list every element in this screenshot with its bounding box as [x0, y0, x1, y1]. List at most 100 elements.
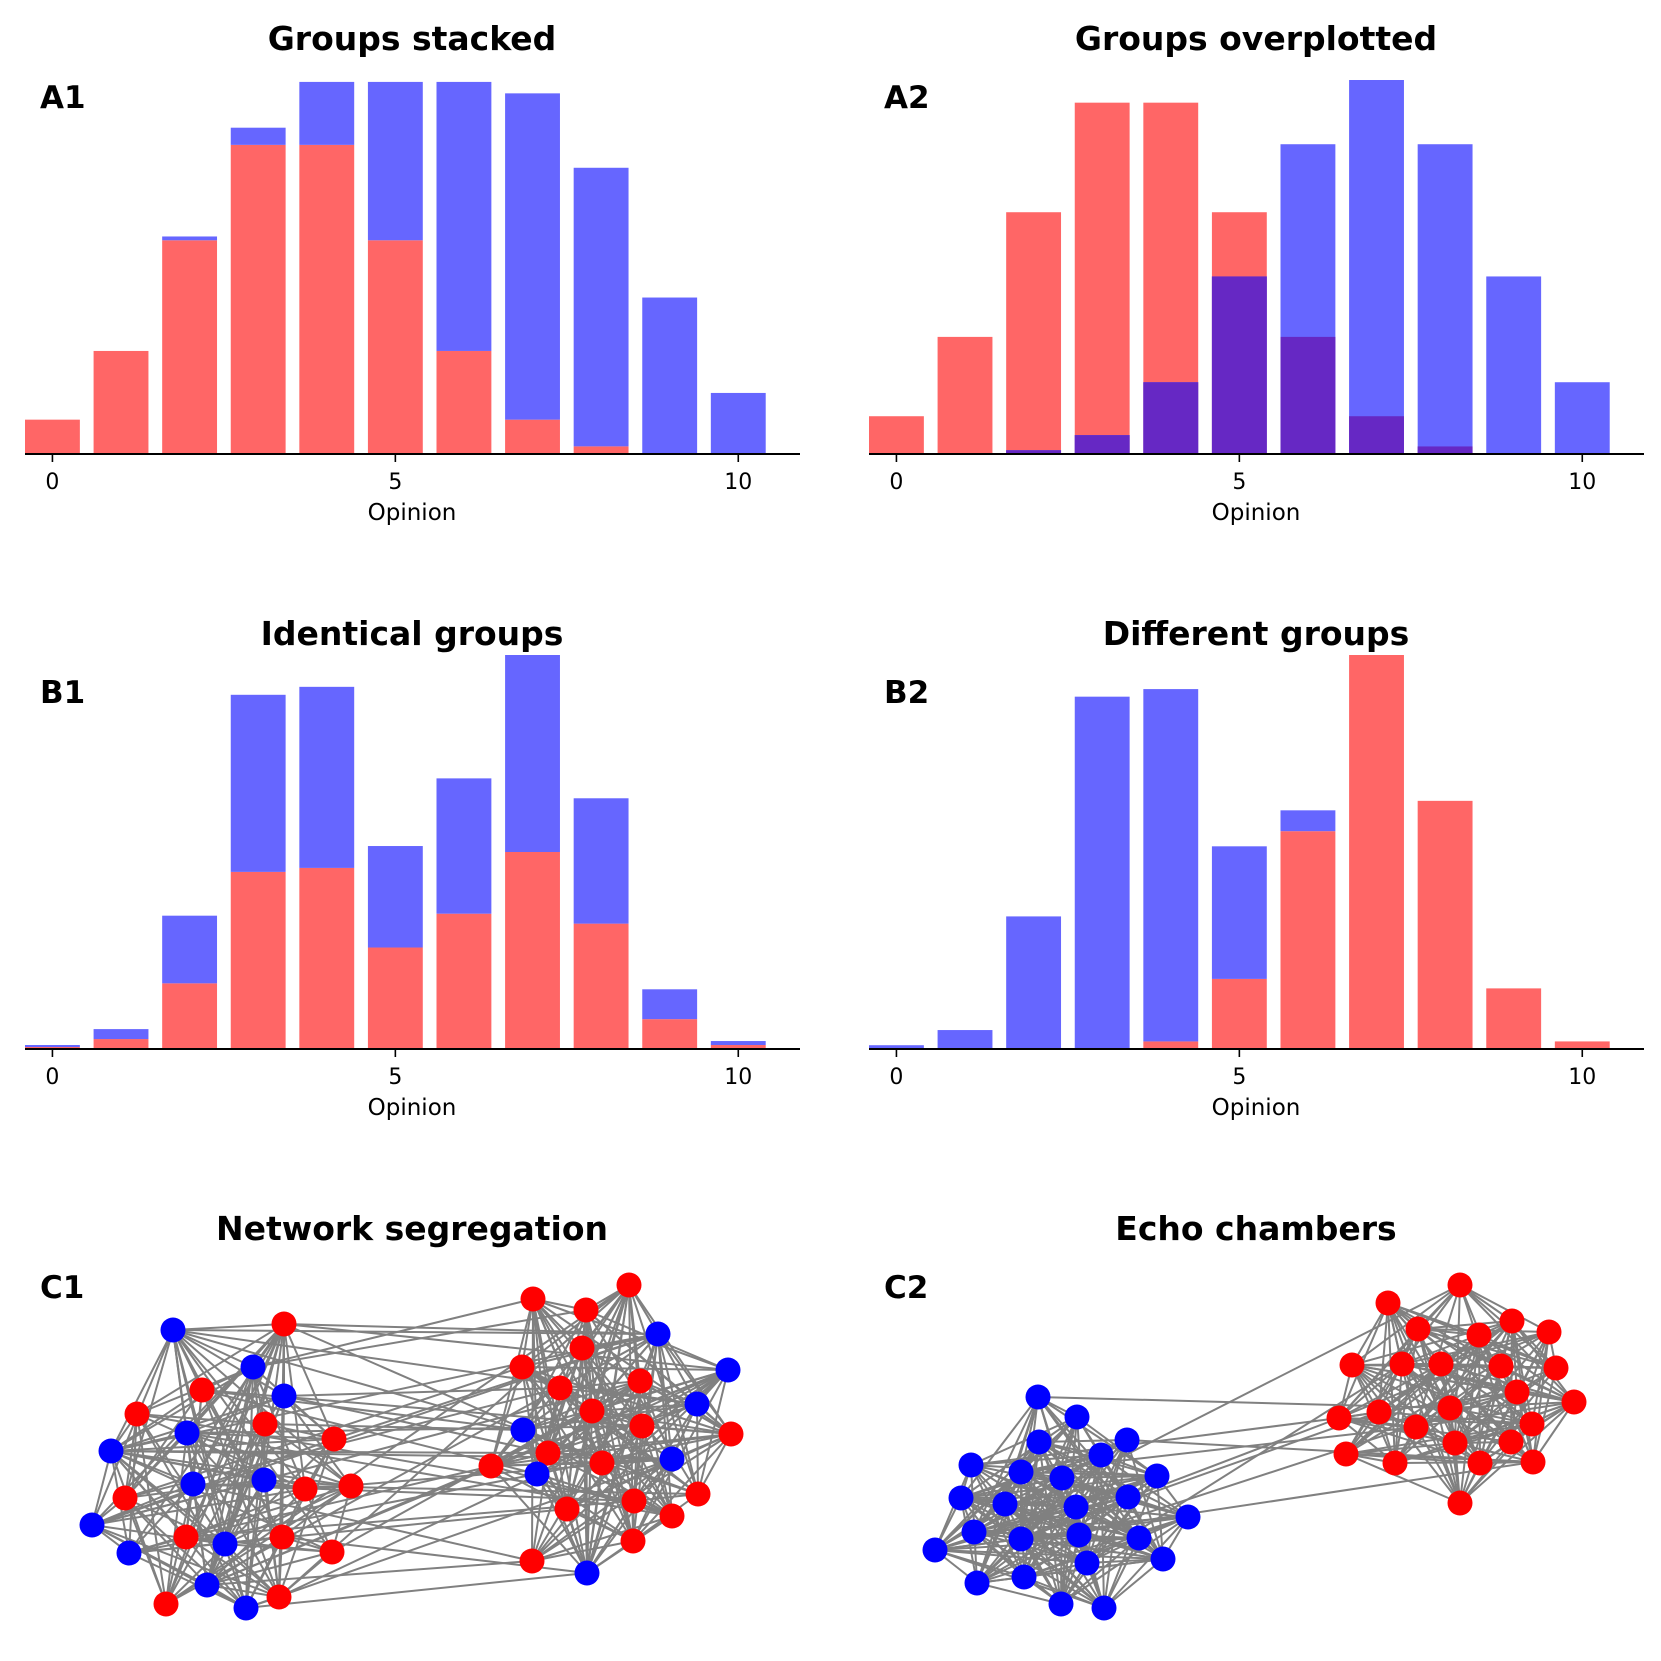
bar-b2-red-9: [1486, 988, 1542, 1049]
edge-c1: [124, 1389, 203, 1499]
node-c1-red: [547, 1375, 573, 1401]
node-c2-red: [1488, 1353, 1514, 1379]
edge-c1: [641, 1425, 732, 1435]
edge-c1: [91, 1488, 306, 1526]
node-c2-red: [1326, 1405, 1352, 1431]
edge-c1: [110, 1450, 673, 1460]
edge-c1: [536, 1433, 732, 1475]
node-c2-blue: [1063, 1494, 1089, 1520]
bar-b1-blue-4: [299, 686, 355, 868]
edge-c1: [172, 1329, 254, 1368]
node-c1-red: [173, 1524, 199, 1550]
node-c2-red: [1405, 1316, 1431, 1342]
node-c2-blue: [964, 1570, 990, 1596]
edge-c1: [532, 1298, 568, 1510]
bar-b1-red-6: [436, 913, 492, 1049]
node-c1-blue: [510, 1417, 536, 1443]
node-c1-red: [292, 1476, 318, 1502]
panel-a1-bars: [25, 81, 766, 454]
panel-a2-letter: A2: [884, 80, 930, 116]
edge-c2: [1345, 1442, 1456, 1455]
node-c2-blue: [1114, 1427, 1140, 1453]
panel-b2-bars: [869, 655, 1610, 1049]
bar-b2-blue-0: [869, 1045, 924, 1049]
edge-c1: [281, 1395, 285, 1538]
node-c1-red: [271, 1311, 297, 1337]
node-c2-blue: [1115, 1484, 1141, 1510]
bar-a2-overlap-8: [1417, 446, 1473, 454]
node-c1-red: [252, 1411, 278, 1437]
bar-a1-blue-5: [367, 81, 423, 241]
edge-c2: [976, 1582, 1062, 1605]
node-c1-red: [509, 1354, 535, 1380]
bar-a1-blue-2: [162, 236, 218, 241]
node-c1-red: [478, 1453, 504, 1479]
node-c2-blue: [1091, 1595, 1117, 1621]
edge-c1: [586, 1500, 635, 1574]
panel-b2: Different groups B2 0 5 10 Opinion: [869, 614, 1644, 1121]
edge-c2: [1415, 1320, 1513, 1428]
panel-a2-bars: [869, 80, 1610, 455]
node-c2-red: [1467, 1450, 1493, 1476]
node-c2-red: [1536, 1319, 1562, 1345]
bar-b2-red-10: [1554, 1041, 1610, 1049]
node-c1-red: [579, 1398, 605, 1424]
node-c1-red: [718, 1421, 744, 1447]
node-c2-blue: [961, 1519, 987, 1545]
node-c2-blue: [992, 1491, 1018, 1517]
edge-c2: [1020, 1538, 1105, 1609]
edge-c1: [110, 1450, 333, 1553]
edge-c1: [522, 1369, 729, 1431]
edge-c1: [536, 1473, 673, 1517]
edge-c2: [960, 1496, 1129, 1499]
panel-c2: Echo chambers C2: [884, 1209, 1587, 1621]
panel-b2-xlabel: Opinion: [1212, 1095, 1301, 1121]
edge-c2: [960, 1396, 1039, 1499]
panel-c2-edges: [934, 1284, 1575, 1609]
edge-c1: [532, 1298, 643, 1427]
node-c1-blue: [98, 1438, 124, 1464]
bar-b1-red-8: [573, 923, 629, 1049]
bar-a1-red-1: [93, 350, 149, 454]
node-c1-blue: [574, 1560, 600, 1586]
bar-b2-blue-4: [1143, 689, 1199, 1042]
panel-a1-letter: A1: [40, 80, 86, 116]
panel-c1-title: Network segregation: [216, 1209, 608, 1248]
node-c1-blue: [645, 1321, 671, 1347]
node-c1-red: [124, 1401, 150, 1427]
tick-label-b1-10: 10: [724, 1065, 752, 1090]
bar-a1-red-7: [505, 419, 560, 454]
edge-c2: [934, 1537, 1140, 1551]
edge-c1: [591, 1410, 732, 1435]
node-c2-blue: [1088, 1442, 1114, 1468]
panel-b1: Identical groups B1 0 5 10 Opinion: [25, 614, 800, 1121]
node-c1-blue: [684, 1391, 710, 1417]
bar-a2-red-2: [1006, 212, 1062, 454]
tick-label-b2-0: 0: [889, 1065, 903, 1090]
edge-c1: [586, 1458, 673, 1574]
edge-c2: [1100, 1454, 1105, 1609]
node-c2-red: [1561, 1389, 1587, 1415]
edge-c2: [1449, 1401, 1575, 1409]
bar-b2-blue-1: [937, 1030, 993, 1049]
edge-c2: [1345, 1363, 1442, 1455]
edge-c1: [283, 1387, 561, 1397]
node-c1-red: [112, 1485, 138, 1511]
edge-c1: [559, 1387, 698, 1405]
edge-c1: [559, 1387, 673, 1517]
edge-c1: [124, 1432, 188, 1499]
node-c2-blue: [1026, 1429, 1052, 1455]
panel-b1-letter: B1: [40, 675, 85, 711]
edge-c1: [586, 1462, 603, 1574]
panel-b2-title: Different groups: [1103, 614, 1410, 653]
edge-c1: [206, 1560, 533, 1586]
bar-a1-blue-6: [436, 81, 492, 351]
edge-c1: [201, 1389, 524, 1431]
edge-c1: [522, 1429, 588, 1574]
node-c1-blue: [160, 1317, 186, 1343]
node-c2-red: [1466, 1322, 1492, 1348]
edge-c1: [264, 1423, 352, 1487]
edge-c1: [559, 1380, 641, 1389]
node-c2-red: [1366, 1399, 1392, 1425]
edge-c2: [970, 1417, 1340, 1466]
